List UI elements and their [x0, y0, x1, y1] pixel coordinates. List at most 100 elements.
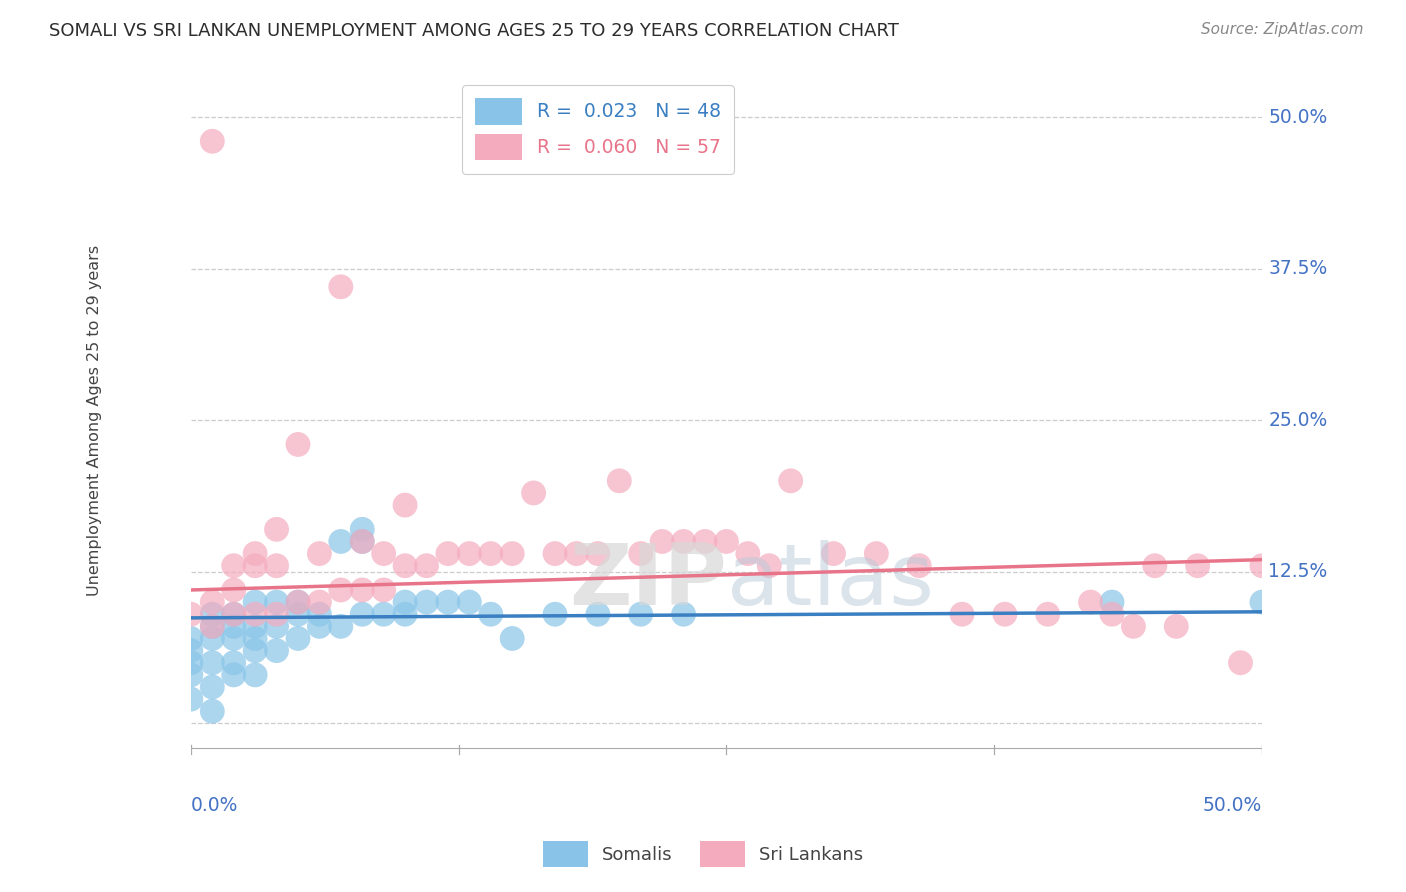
- Text: 0.0%: 0.0%: [191, 797, 238, 815]
- Point: [243, 619, 266, 633]
- Point: [415, 558, 437, 573]
- Point: [222, 619, 245, 633]
- Point: [243, 632, 266, 646]
- Point: [758, 558, 780, 573]
- Point: [1251, 558, 1274, 573]
- Point: [180, 668, 202, 682]
- Point: [222, 668, 245, 682]
- Point: [437, 595, 460, 609]
- Legend: R =  0.023   N = 48, R =  0.060   N = 57: R = 0.023 N = 48, R = 0.060 N = 57: [461, 85, 734, 174]
- Point: [373, 582, 395, 597]
- Point: [565, 547, 588, 561]
- Point: [287, 595, 309, 609]
- Point: [180, 643, 202, 657]
- Point: [394, 498, 416, 512]
- Point: [415, 595, 437, 609]
- Point: [1251, 595, 1274, 609]
- Point: [693, 534, 716, 549]
- Point: [479, 547, 502, 561]
- Point: [352, 534, 374, 549]
- Point: [479, 607, 502, 622]
- Text: 50.0%: 50.0%: [1202, 797, 1263, 815]
- Point: [287, 607, 309, 622]
- Point: [1143, 558, 1166, 573]
- Text: 50.0%: 50.0%: [1268, 108, 1327, 127]
- Text: 37.5%: 37.5%: [1268, 259, 1327, 278]
- Point: [950, 607, 973, 622]
- Point: [1036, 607, 1059, 622]
- Point: [523, 486, 546, 500]
- Point: [394, 558, 416, 573]
- Point: [308, 547, 330, 561]
- Point: [630, 547, 652, 561]
- Point: [180, 607, 202, 622]
- Point: [243, 595, 266, 609]
- Point: [544, 547, 567, 561]
- Point: [544, 607, 567, 622]
- Point: [1166, 619, 1188, 633]
- Point: [329, 280, 352, 294]
- Point: [329, 582, 352, 597]
- Point: [329, 534, 352, 549]
- Point: [779, 474, 801, 488]
- Point: [630, 607, 652, 622]
- Point: [201, 607, 224, 622]
- Point: [672, 607, 695, 622]
- Point: [1187, 558, 1209, 573]
- Point: [394, 595, 416, 609]
- Point: [607, 474, 630, 488]
- Point: [651, 534, 673, 549]
- Point: [222, 558, 245, 573]
- Point: [201, 704, 224, 718]
- Point: [266, 607, 288, 622]
- Point: [308, 619, 330, 633]
- Point: [994, 607, 1017, 622]
- Point: [352, 582, 374, 597]
- Point: [458, 595, 481, 609]
- Point: [586, 607, 609, 622]
- Point: [287, 595, 309, 609]
- Text: 25.0%: 25.0%: [1268, 410, 1327, 430]
- Point: [180, 632, 202, 646]
- Point: [266, 595, 288, 609]
- Point: [243, 668, 266, 682]
- Point: [201, 632, 224, 646]
- Point: [180, 692, 202, 706]
- Point: [201, 619, 224, 633]
- Point: [1229, 656, 1251, 670]
- Legend: Somalis, Sri Lankans: Somalis, Sri Lankans: [536, 834, 870, 874]
- Point: [1101, 607, 1123, 622]
- Point: [308, 595, 330, 609]
- Point: [1080, 595, 1102, 609]
- Point: [266, 558, 288, 573]
- Point: [352, 522, 374, 536]
- Text: Source: ZipAtlas.com: Source: ZipAtlas.com: [1201, 22, 1364, 37]
- Text: SOMALI VS SRI LANKAN UNEMPLOYMENT AMONG AGES 25 TO 29 YEARS CORRELATION CHART: SOMALI VS SRI LANKAN UNEMPLOYMENT AMONG …: [49, 22, 898, 40]
- Point: [394, 607, 416, 622]
- Point: [437, 547, 460, 561]
- Point: [586, 547, 609, 561]
- Point: [243, 558, 266, 573]
- Point: [501, 547, 523, 561]
- Point: [352, 534, 374, 549]
- Point: [222, 582, 245, 597]
- Point: [373, 547, 395, 561]
- Text: ZIP: ZIP: [568, 541, 727, 624]
- Point: [737, 547, 759, 561]
- Point: [308, 607, 330, 622]
- Point: [908, 558, 931, 573]
- Point: [287, 437, 309, 451]
- Text: atlas: atlas: [727, 541, 935, 624]
- Point: [243, 607, 266, 622]
- Point: [201, 134, 224, 148]
- Point: [266, 643, 288, 657]
- Point: [352, 607, 374, 622]
- Point: [201, 656, 224, 670]
- Point: [373, 607, 395, 622]
- Point: [266, 619, 288, 633]
- Point: [222, 607, 245, 622]
- Point: [266, 522, 288, 536]
- Point: [1101, 595, 1123, 609]
- Point: [501, 632, 523, 646]
- Point: [329, 619, 352, 633]
